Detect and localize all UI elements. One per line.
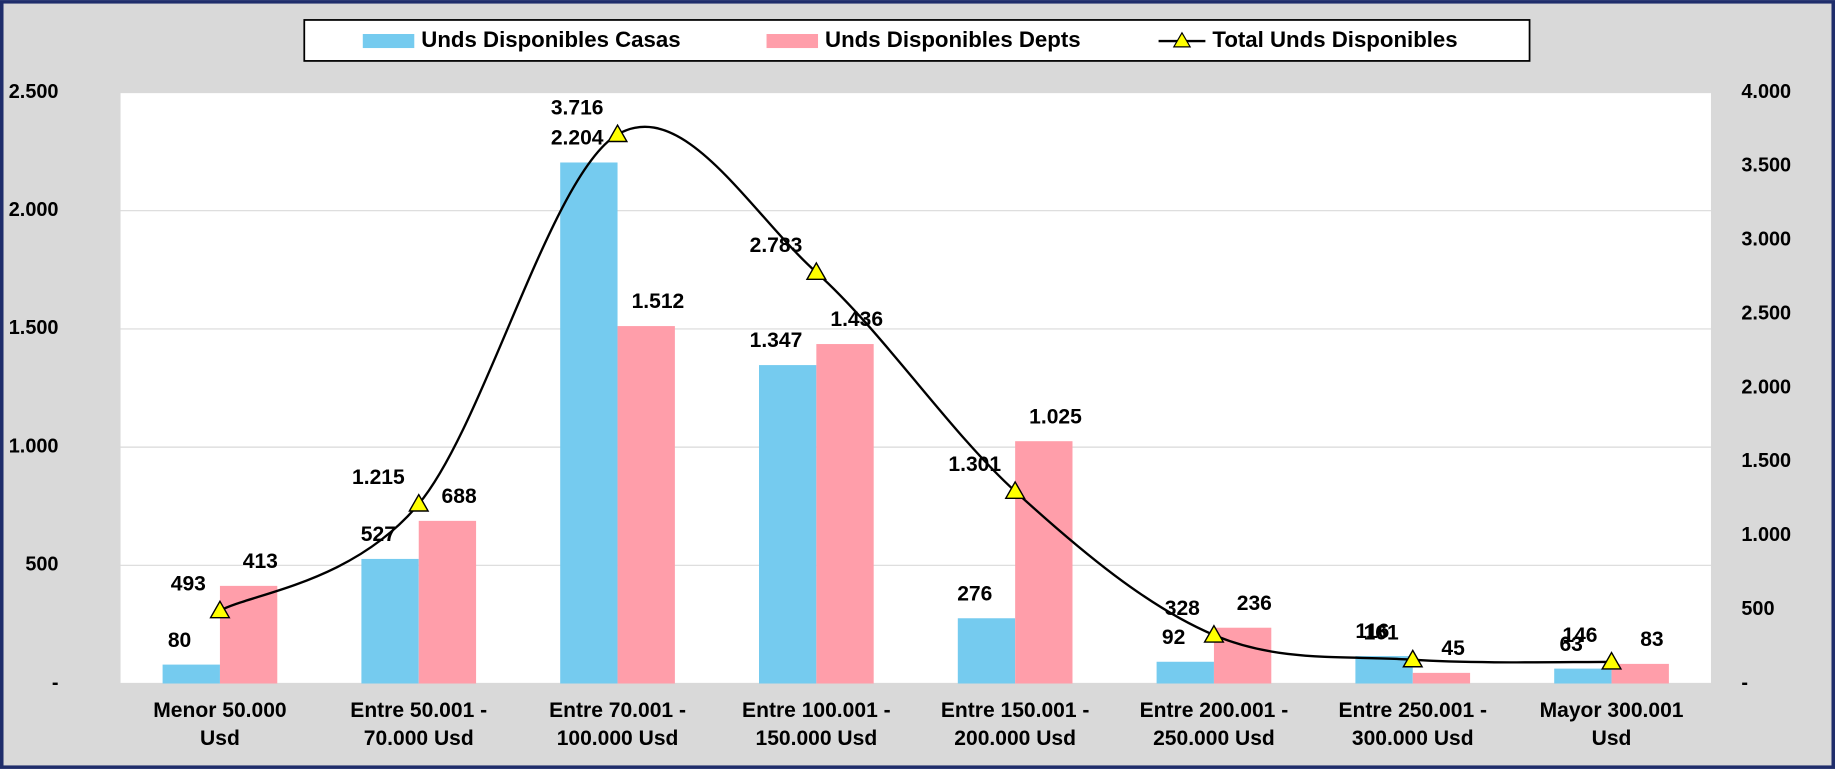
y2-tick-label: 4.000 [1741,81,1791,103]
legend-swatch [362,34,415,49]
data-label: 45 [1441,637,1465,660]
line-marker [209,599,231,619]
y2-tick-label: 1.000 [1741,524,1791,546]
x-tick-label: Entre 250.001 - [1338,699,1487,722]
line-marker [606,123,629,143]
bar [1156,661,1214,684]
bar [1554,668,1612,684]
line [219,125,1612,664]
bar [418,520,477,684]
legend-marker [1172,31,1192,48]
bar [1412,672,1471,684]
data-label: 236 [1237,592,1272,615]
data-label: 328 [1165,597,1200,620]
data-label: 493 [171,572,206,595]
x-tick-label: Mayor 300.001 [1540,699,1684,722]
data-label: 116 [1355,620,1389,643]
y2-tick-label: 2.000 [1741,376,1791,398]
legend-label: Total Unds Disponibles [1212,27,1457,52]
bar [759,365,817,684]
legend-swatch [766,34,819,49]
plot-area [120,92,1711,684]
data-label: 1.436 [830,308,883,331]
data-label: 1.215 [352,466,405,489]
x-tick-label: 300.000 Usd [1352,727,1474,750]
x-tick-label: Entre 100.001 - [742,699,891,722]
y2-tick-label: 3.500 [1741,155,1791,177]
y-tick-label: - [52,672,59,694]
y2-tick-label: 3.000 [1741,229,1791,251]
bar [162,664,220,684]
x-tick-label: Entre 150.001 - [941,699,1090,722]
x-tick-label: 200.000 Usd [954,727,1076,750]
data-label: 413 [243,550,278,573]
x-tick-label: Usd [1592,727,1632,750]
y2-tick-label: 1.500 [1741,450,1791,472]
line-marker [1600,651,1623,670]
x-tick-label: 150.000 Usd [755,727,877,750]
data-label: 80 [168,629,191,652]
bar [1015,441,1073,684]
x-tick-label: Usd [200,727,240,750]
x-tick-label: 100.000 Usd [557,727,679,750]
bar [1355,656,1413,684]
data-label: 2.783 [750,234,803,257]
data-label: 3.716 [551,96,604,119]
x-tick-label: Entre 50.001 - [350,699,487,722]
data-label: 1.347 [750,329,803,352]
y-tick-label: 2.500 [9,81,59,103]
y-tick-label: 1.500 [9,317,59,339]
bar [219,585,278,684]
bar [816,344,874,684]
bar [1213,627,1272,684]
data-label: 161 [1364,622,1399,645]
data-label: 146 [1562,624,1597,647]
legend-label: Unds Disponibles Casas [421,27,680,52]
bar [957,618,1016,684]
data-label: 688 [442,485,477,508]
y2-tick-label: - [1741,672,1748,694]
line-marker [1004,480,1026,500]
x-tick-label: Menor 50.000 [153,699,286,722]
y2-tick-label: 2.500 [1741,302,1791,324]
data-label: 63 [1559,633,1582,656]
line-marker [408,493,430,512]
bar [617,326,675,684]
y-tick-label: 500 [25,554,58,576]
line-marker [1203,624,1225,643]
y-tick-label: 1.000 [9,435,59,457]
line-marker [805,261,827,281]
x-tick-label: Entre 70.001 - [549,699,686,722]
bar [361,558,419,684]
bar [560,162,618,684]
data-label: 1.512 [632,290,685,313]
data-label: 527 [361,523,396,546]
x-tick-label: 250.000 Usd [1153,727,1275,750]
data-label: 1.301 [948,453,1001,476]
legend-label: Unds Disponibles Depts [825,27,1081,52]
data-label: 276 [957,582,992,605]
data-label: 2.204 [551,127,604,150]
x-tick-label: Entre 200.001 - [1140,699,1289,722]
data-label: 83 [1640,628,1663,651]
line-marker [1402,648,1424,668]
data-label: 92 [1162,626,1185,649]
y-tick-label: 2.000 [9,199,59,221]
bar [1611,663,1669,684]
legend [303,19,1531,62]
x-tick-label: 70.000 Usd [364,727,474,750]
y2-tick-label: 500 [1741,598,1774,620]
data-label: 1.025 [1029,405,1082,428]
